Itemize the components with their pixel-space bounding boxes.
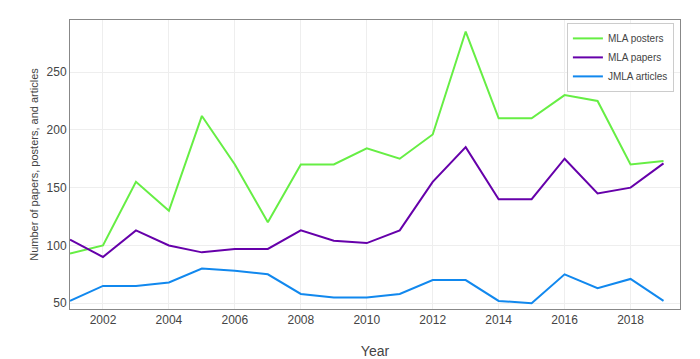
svg-text:2008: 2008 [287,313,314,327]
svg-text:JMLA articles: JMLA articles [608,71,667,82]
svg-text:2002: 2002 [90,313,117,327]
svg-text:MLA papers: MLA papers [608,52,661,63]
svg-text:Number of papers, posters, and: Number of papers, posters, and articles [28,68,40,261]
svg-text:200: 200 [47,123,67,137]
svg-text:2004: 2004 [156,313,183,327]
svg-text:MLA posters: MLA posters [608,33,664,44]
svg-text:2014: 2014 [485,313,512,327]
svg-text:2010: 2010 [353,313,380,327]
svg-text:50: 50 [53,296,67,310]
svg-text:2012: 2012 [419,313,446,327]
svg-text:2018: 2018 [617,313,644,327]
svg-text:2016: 2016 [551,313,578,327]
svg-text:150: 150 [47,181,67,195]
svg-text:2006: 2006 [222,313,249,327]
svg-text:100: 100 [47,239,67,253]
svg-text:Year: Year [361,343,390,359]
svg-text:250: 250 [47,65,67,79]
